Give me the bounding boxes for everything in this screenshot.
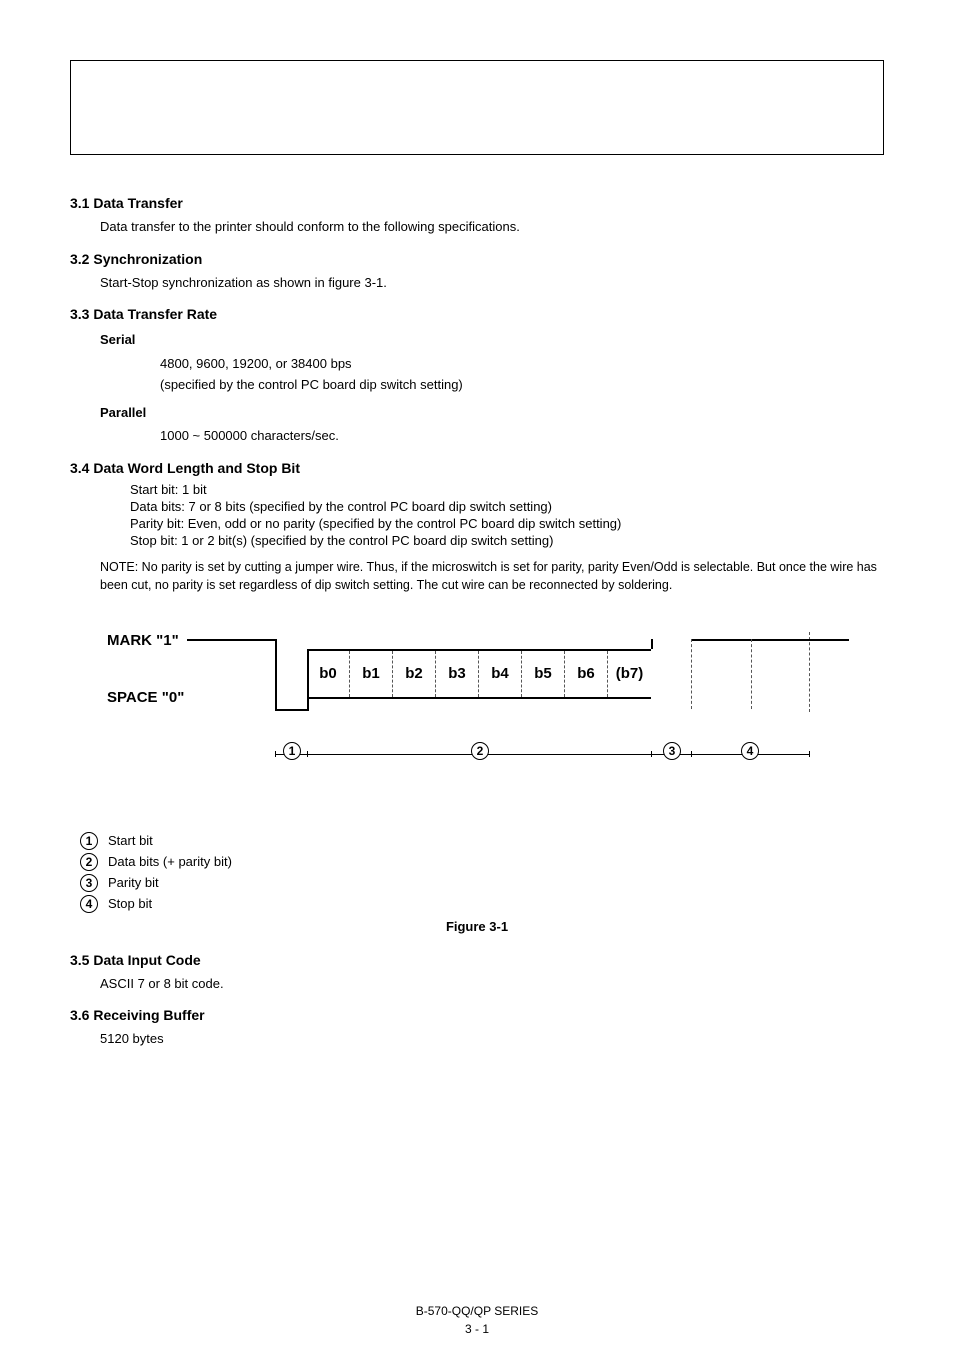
leg-3: Parity bit bbox=[108, 875, 159, 890]
mark-drop bbox=[275, 639, 277, 709]
sec-num: 3.5 bbox=[70, 952, 89, 968]
mark-line-left bbox=[187, 639, 277, 641]
dash-stop-mid bbox=[751, 639, 752, 709]
dash-parity-end bbox=[691, 639, 692, 709]
figure-caption: Figure 3-1 bbox=[70, 919, 884, 934]
sec-3-5-heading: 3.5 Data Input Code bbox=[70, 952, 884, 968]
bit-b6: b6 bbox=[565, 651, 608, 697]
sec-3-3-heading: 3.3 Data Transfer Rate bbox=[70, 306, 884, 322]
sec-num: 3.2 bbox=[70, 251, 89, 267]
sec-title: Data Input Code bbox=[93, 952, 200, 968]
figure-3-1: MARK "1" SPACE "0" b0 b1 b2 b3 b4 b5 b6 … bbox=[97, 614, 857, 824]
sec-3-1-body: Data transfer to the printer should conf… bbox=[70, 217, 884, 237]
leg-1: Start bit bbox=[108, 833, 153, 848]
bit-b5: b5 bbox=[522, 651, 565, 697]
data-bits: Data bits: 7 or 8 bits (specified by the… bbox=[130, 499, 884, 514]
footer-series: B-570-QQ/QP SERIES bbox=[0, 1304, 954, 1318]
circ-2-icon: 2 bbox=[471, 742, 489, 760]
leg-4: Stop bit bbox=[108, 896, 152, 911]
start-bit: Start bit: 1 bit bbox=[130, 482, 884, 497]
bit-b7: (b7) bbox=[608, 651, 651, 697]
sec-title: Synchronization bbox=[93, 251, 202, 267]
leg-3-num-icon: 3 bbox=[80, 874, 98, 892]
bit-b2: b2 bbox=[393, 651, 436, 697]
title-box bbox=[70, 60, 884, 155]
sec-3-6-body: 5120 bytes bbox=[70, 1029, 884, 1049]
serial-label: Serial bbox=[100, 330, 884, 350]
bit-b3: b3 bbox=[436, 651, 479, 697]
circ-4-icon: 4 bbox=[741, 742, 759, 760]
mark-label: MARK "1" bbox=[107, 632, 179, 649]
bit-b0: b0 bbox=[307, 651, 350, 697]
space-label: SPACE "0" bbox=[107, 689, 184, 706]
start-bottom bbox=[275, 709, 309, 711]
leg-2: Data bits (+ parity bit) bbox=[108, 854, 232, 869]
dash-end bbox=[809, 632, 810, 712]
sec-num: 3.4 bbox=[70, 460, 89, 476]
sec-num: 3.6 bbox=[70, 1007, 89, 1023]
parity-rise bbox=[651, 639, 653, 649]
note-3-4: NOTE: No parity is set by cutting a jump… bbox=[70, 558, 884, 594]
parallel-item-0: 1000 ~ 500000 characters/sec. bbox=[160, 426, 884, 446]
circ-1-icon: 1 bbox=[283, 742, 301, 760]
circ-3-icon: 3 bbox=[663, 742, 681, 760]
mark-right-tail bbox=[809, 639, 849, 641]
figure-legend: 1 Start bit 2 Data bits (+ parity bit) 3 Pa… bbox=[80, 832, 884, 913]
stop-bit: Stop bit: 1 or 2 bit(s) (specified by th… bbox=[130, 533, 884, 548]
footer-page: 3 - 1 bbox=[0, 1322, 954, 1336]
bit-b1: b1 bbox=[350, 651, 393, 697]
leg-1-num-icon: 1 bbox=[80, 832, 98, 850]
sec-title: Data Transfer bbox=[93, 195, 182, 211]
parity-bit: Parity bit: Even, odd or no parity (spec… bbox=[130, 516, 884, 531]
leg-4-num-icon: 4 bbox=[80, 895, 98, 913]
sec-title: Receiving Buffer bbox=[93, 1007, 204, 1023]
sec-3-4-heading: 3.4 Data Word Length and Stop Bit bbox=[70, 460, 884, 476]
bit-b4: b4 bbox=[479, 651, 522, 697]
bits-row: b0 b1 b2 b3 b4 b5 b6 (b7) bbox=[307, 649, 651, 699]
sec-num: 3.3 bbox=[70, 306, 89, 322]
sec-3-1-heading: 3.1 Data Transfer bbox=[70, 195, 884, 211]
leg-2-num-icon: 2 bbox=[80, 853, 98, 871]
serial-item-1: (specified by the control PC board dip s… bbox=[160, 375, 884, 395]
sec-num: 3.1 bbox=[70, 195, 89, 211]
sec-title: Data Word Length and Stop Bit bbox=[93, 460, 300, 476]
sec-3-2-body: Start-Stop synchronization as shown in f… bbox=[70, 273, 884, 293]
sec-title: Data Transfer Rate bbox=[93, 306, 217, 322]
sec-3-5-body: ASCII 7 or 8 bit code. bbox=[70, 974, 884, 994]
sec-3-6-heading: 3.6 Receiving Buffer bbox=[70, 1007, 884, 1023]
serial-item-0: 4800, 9600, 19200, or 38400 bps bbox=[160, 354, 884, 374]
sec-3-2-heading: 3.2 Synchronization bbox=[70, 251, 884, 267]
parallel-label: Parallel bbox=[100, 403, 884, 423]
